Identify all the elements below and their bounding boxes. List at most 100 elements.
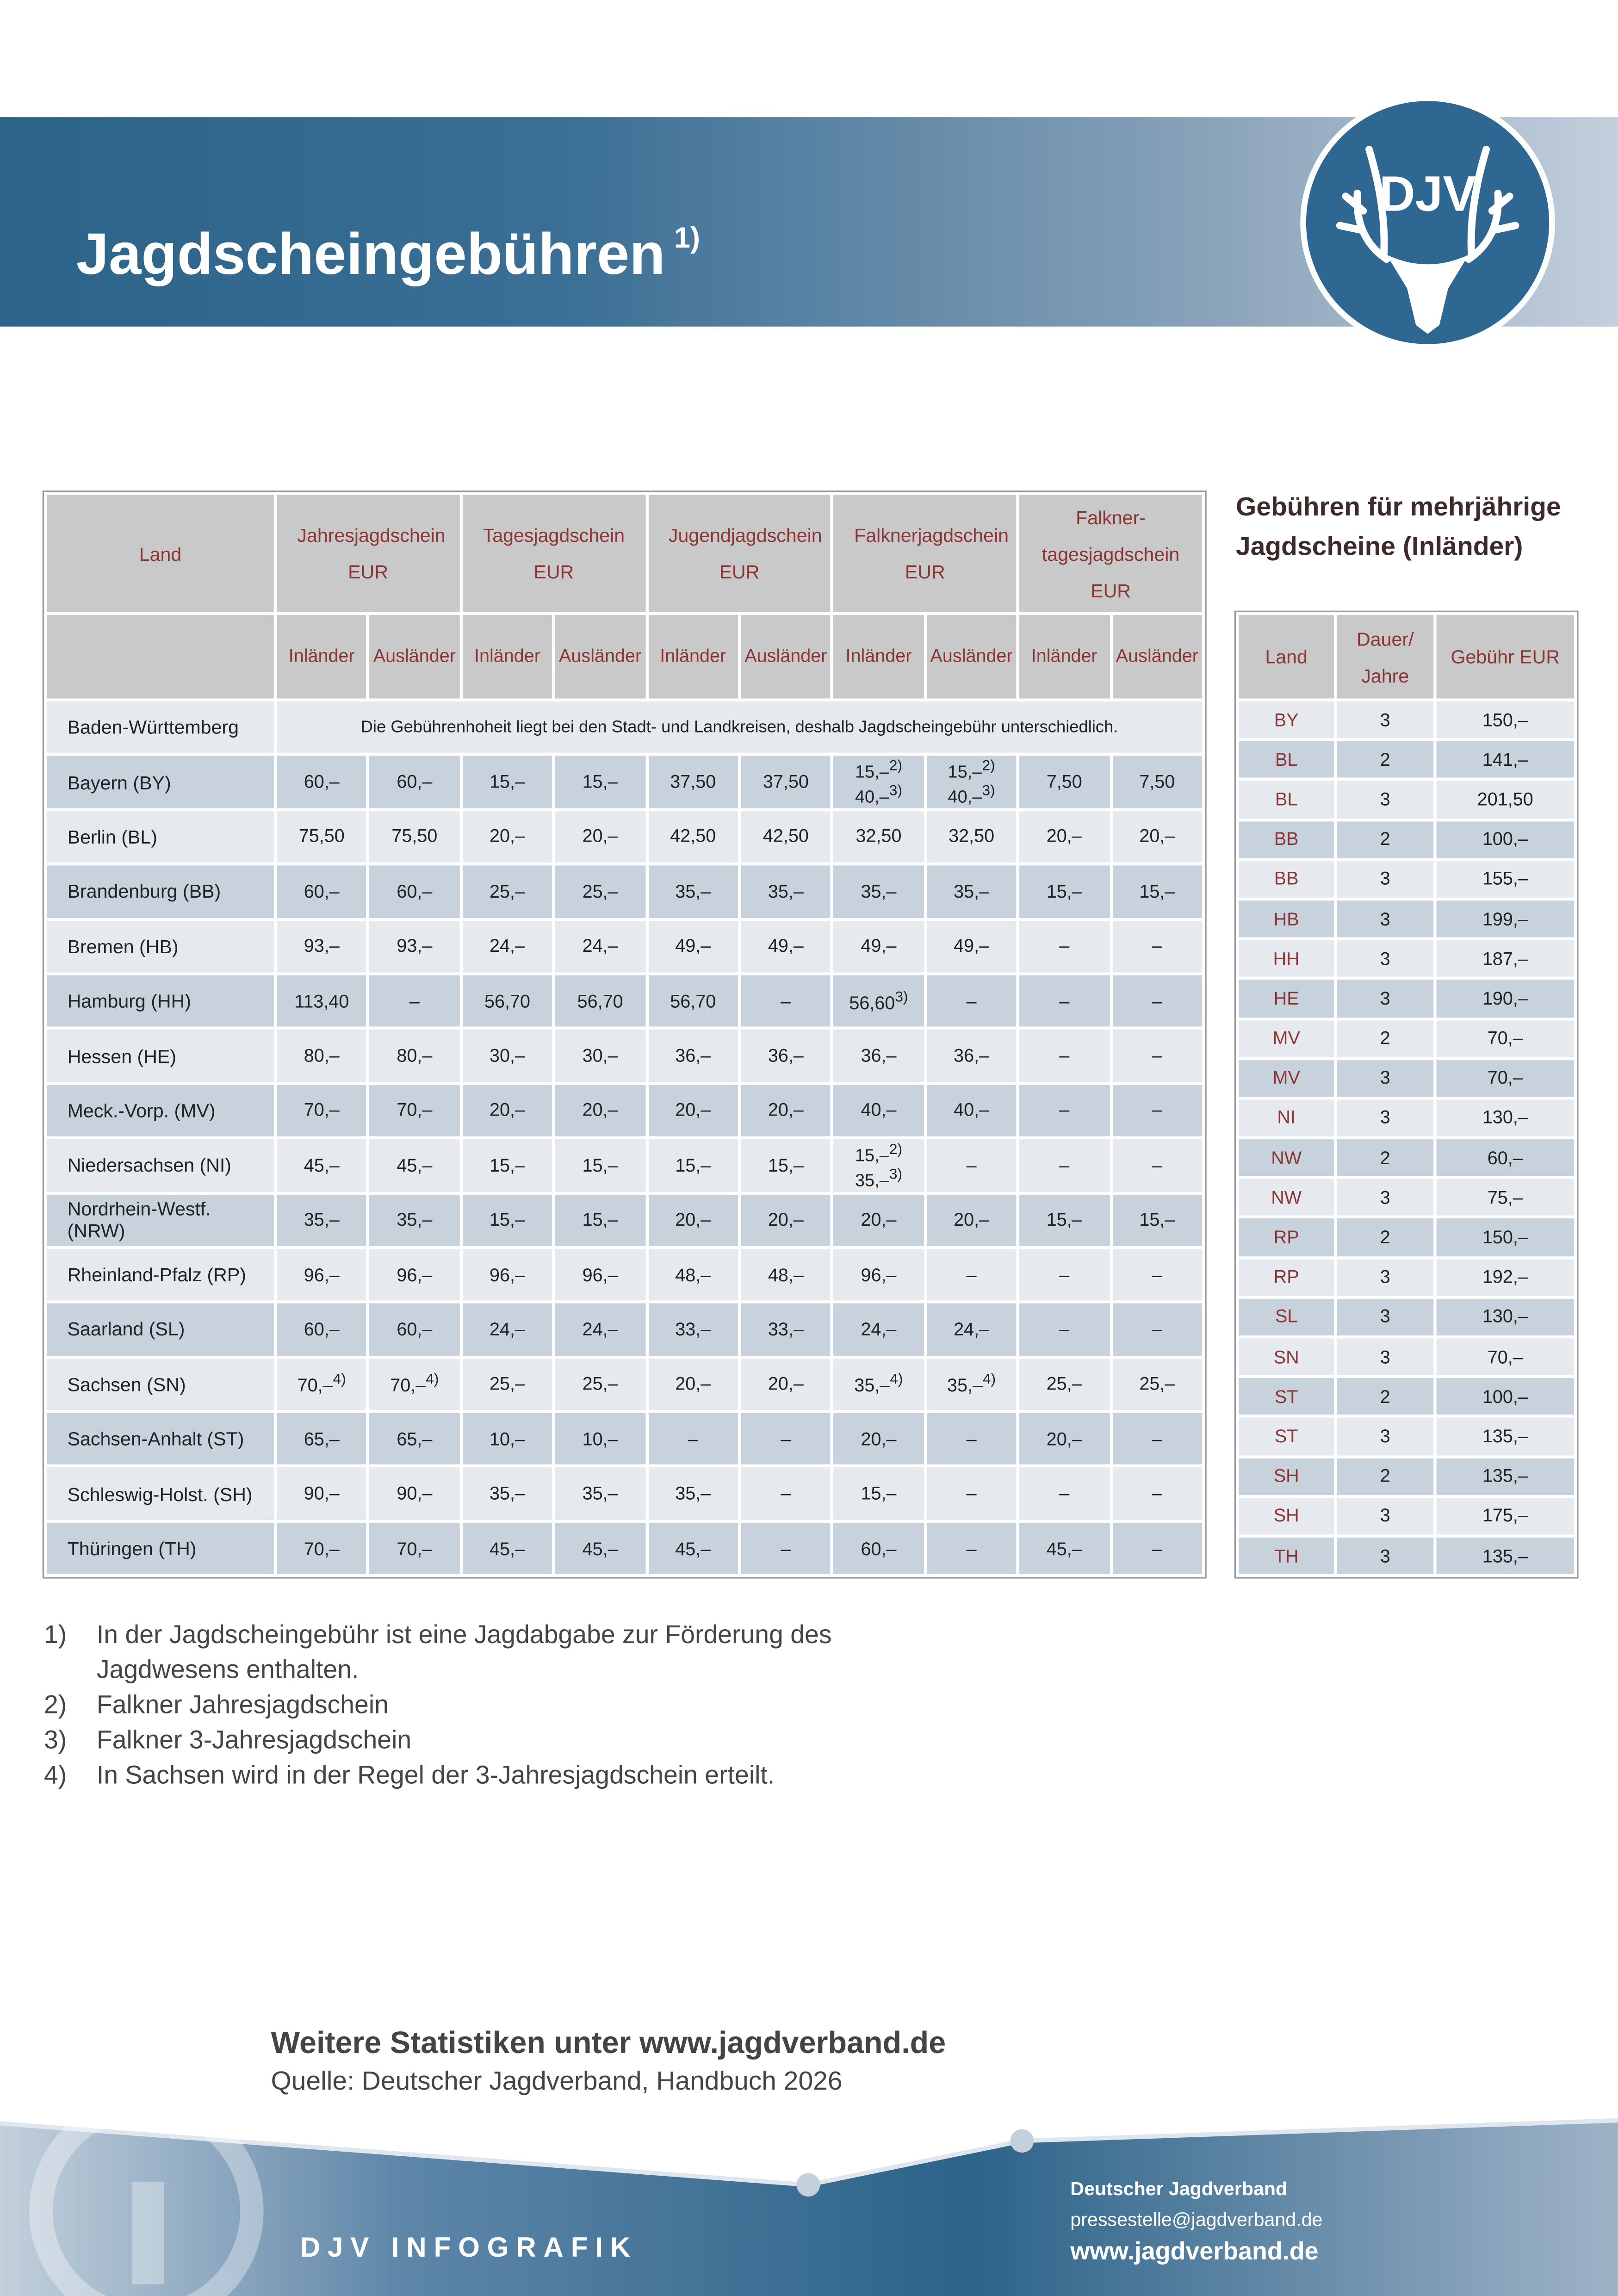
group-unit: EUR [905,561,945,583]
cell: – [738,1410,834,1468]
cell: 24,– [552,917,648,975]
cell: 15,– [552,1136,648,1194]
row: Nordrhein-Westf. (NRW) 35,– 35,– 15,– 15,– 20… [43,1191,1205,1249]
value: 35,– [854,1376,890,1396]
cell: 96,– [366,1246,463,1304]
cell: – [1109,1465,1205,1523]
cell: 25,– [552,1355,648,1414]
cell: 33,– [645,1301,741,1359]
subheader: Ausländer [552,612,648,701]
cell: 96,– [831,1246,927,1304]
cell: – [366,972,463,1030]
cell: 25,– [1016,1355,1112,1414]
cell: 60,– [273,1301,370,1359]
cell: 141,– [1433,738,1577,781]
footnote-ref: 4) [333,1372,346,1389]
row: MV 3 70,– [1236,1056,1577,1100]
cell: 20,– [1016,808,1112,866]
cell: SH [1236,1455,1337,1498]
cell: MV [1236,1017,1337,1060]
cell: – [1016,1027,1112,1085]
row: HE 3 190,– [1236,977,1577,1020]
cell: SN [1236,1335,1337,1378]
cell: 70,–4) [366,1355,463,1414]
cell: 33,– [738,1301,834,1359]
cell: 70,– [1433,1335,1577,1378]
cell: 15,– [738,1136,834,1194]
cell: – [1016,1301,1112,1359]
cell: 3 [1334,1256,1437,1299]
cell: 45,– [1016,1520,1112,1578]
cell: 150,– [1433,1216,1577,1259]
land: Hessen (HE) [43,1027,277,1085]
cell: 3 [1334,977,1437,1020]
row: BL 3 201,50 [1236,778,1577,821]
cell: – [1016,1081,1112,1140]
row: Bremen (HB) 93,– 93,– 24,– 24,– 49,– 49,– 49,– 4… [43,917,1205,975]
cell: NI [1236,1096,1337,1140]
row: SH 3 175,– [1236,1495,1577,1538]
footer-shape [0,2120,1618,2296]
cell: – [924,1136,1020,1194]
cell: BB [1236,857,1337,901]
cell: 80,– [366,1027,463,1085]
cell: 35,– [645,863,741,921]
cell: 3 [1334,1176,1437,1219]
group-name: Jahresjagdschein [297,524,446,546]
cell: 45,– [273,1136,370,1194]
cell: 70,– [366,1520,463,1578]
land: Brandenburg (BB) [43,863,277,921]
group-name: Falknerjagdschein [854,524,1009,546]
cell: 65,– [366,1410,463,1468]
row: Niedersachsen (NI) 45,– 45,– 15,– 15,– 15,– 15… [43,1136,1205,1194]
land: Berlin (BL) [43,808,277,866]
group-name: Tagesjagdschein [483,524,625,546]
cell: 60,– [273,863,370,921]
cell: – [1109,917,1205,975]
header-row: Land Jahresjagdschein EUR Tagesjagdschein EU… [43,492,1205,615]
land: Saarland (SL) [43,1301,277,1359]
cell: 48,– [738,1246,834,1304]
source: Quelle: Deutscher Jagdverband, Handbuch … [271,2066,843,2096]
row: NW 2 60,– [1236,1136,1577,1179]
footnote: 2) Falkner Jahresjagdschein [44,1687,835,1722]
cell: 3 [1334,857,1437,901]
cell: 2 [1334,1017,1437,1060]
cell: ST [1236,1415,1337,1458]
cell: 100,– [1433,818,1577,861]
cell: 32,50 [831,808,927,866]
footnote-text: Falkner 3-Jahresjagdschein [96,1725,412,1755]
cell: 37,50 [645,753,741,811]
cell: 15,– [645,1136,741,1194]
cell: 3 [1334,1415,1437,1458]
row: BL 2 141,– [1236,738,1577,781]
cell: 96,– [552,1246,648,1304]
cell: 42,50 [738,808,834,866]
cell: 96,– [459,1246,555,1304]
cell: 20,– [831,1410,927,1468]
group-name: Falkner-tagesjagdschein [1041,506,1180,565]
cell: 35,–4) [924,1355,1020,1414]
row: Rheinland-Pfalz (RP) 96,– 96,– 96,– 96,– 48,–… [43,1246,1205,1304]
cell: – [1109,1027,1205,1085]
cell: 20,– [1016,1410,1112,1468]
cell: BL [1236,738,1337,781]
land: Nordrhein-Westf. (NRW) [43,1191,277,1249]
footnote-ref: 3) [982,783,995,800]
cell: 24,– [552,1301,648,1359]
cell: BB [1236,818,1337,861]
cell: 15,–2) 35,–3) [831,1136,927,1194]
footnote-ref: 4) [890,1372,903,1389]
footnote-ref: 3) [889,783,903,800]
cell: 3 [1334,1335,1437,1378]
cell: 40,– [831,1081,927,1140]
cell: 35,–4) [831,1355,927,1414]
land-header: Land [43,492,277,615]
cell: – [1109,1081,1205,1140]
cell: 75,– [1433,1176,1577,1219]
header: Gebühr EUR [1433,612,1577,701]
cell: 201,50 [1433,778,1577,821]
cell: 2 [1334,1455,1437,1498]
cell: 7,50 [1016,753,1112,811]
cell: – [738,1520,834,1578]
